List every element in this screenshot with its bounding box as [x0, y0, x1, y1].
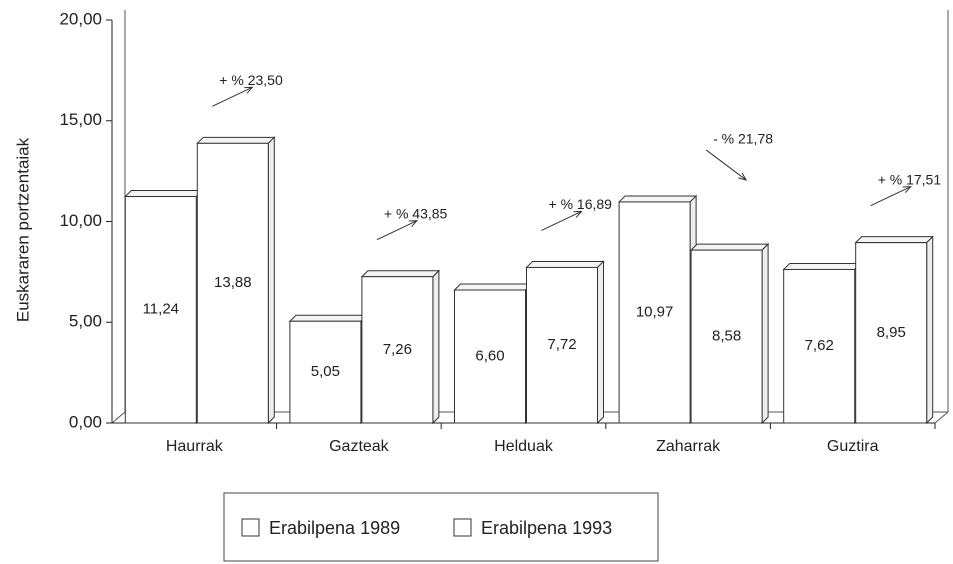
y-tick-label: 0,00	[69, 412, 102, 431]
bar	[526, 266, 598, 424]
annotation-arrowhead	[902, 186, 912, 193]
x-tick-label: Helduak	[494, 438, 554, 455]
y-tick-label: 15,00	[59, 110, 102, 129]
annotation-arrowhead	[738, 172, 748, 181]
bar	[855, 242, 928, 424]
value-label: 10,97	[636, 303, 674, 320]
bar	[783, 268, 856, 424]
bar-top	[360, 270, 441, 278]
bar-top	[525, 260, 605, 268]
value-label: 7,62	[805, 337, 834, 354]
bar-top	[124, 190, 204, 198]
legend-label: Erabilpena 1989	[269, 518, 400, 538]
y-axis-label: Euskararen portzentaiak	[13, 137, 32, 322]
x-tick-label: Haurrak	[166, 438, 224, 455]
legend-swatch	[453, 518, 472, 537]
floor-right-edge	[934, 411, 949, 424]
x-tick-label: Guztira	[827, 438, 879, 455]
annotation-arrow	[870, 186, 911, 207]
bar	[618, 201, 691, 424]
annotation-arrow	[541, 210, 582, 231]
bar-top	[453, 283, 533, 291]
x-tick-label: Zaharrak	[656, 438, 721, 455]
bar-side	[926, 235, 934, 425]
bar	[690, 249, 763, 424]
value-label: 7,72	[547, 336, 576, 353]
bar-side	[267, 136, 275, 425]
legend	[223, 492, 659, 562]
annotation-arrowhead	[244, 86, 254, 94]
bar	[124, 196, 197, 424]
legend-swatch	[241, 518, 260, 537]
value-label: 8,58	[712, 328, 741, 345]
annotation: + % 17,51	[878, 171, 942, 187]
value-label: 11,24	[143, 301, 179, 318]
bar-top	[617, 195, 698, 203]
value-label: 6,60	[475, 347, 504, 364]
value-label: 13,88	[214, 274, 252, 291]
annotation: + % 43,85	[384, 205, 448, 221]
legend-label: Erabilpena 1993	[481, 518, 612, 538]
x-tick-label: Gazteak	[329, 438, 390, 455]
bar-top	[782, 262, 862, 270]
bar-top	[196, 136, 276, 144]
annotation: + % 23,50	[219, 72, 283, 88]
bar	[289, 320, 362, 424]
bar	[196, 142, 269, 424]
y-tick-label: 20,00	[59, 9, 102, 28]
bar	[361, 276, 434, 424]
bar-side	[761, 242, 769, 425]
annotation: - % 21,78	[713, 131, 773, 147]
annotation-arrow	[705, 149, 747, 181]
y-tick-label: 5,00	[69, 312, 102, 331]
value-label: 8,95	[877, 324, 906, 341]
bar-top	[689, 243, 770, 251]
bar	[454, 289, 526, 424]
annotation-arrowhead	[573, 210, 583, 218]
bar-top	[854, 236, 934, 244]
value-label: 7,26	[383, 341, 412, 358]
bar-top	[288, 314, 369, 322]
floor-left-edge	[111, 411, 126, 424]
value-label: 5,05	[311, 363, 340, 380]
bar-side	[597, 260, 604, 425]
annotation-arrowhead	[408, 220, 419, 228]
annotation-arrow	[376, 220, 418, 241]
annotation-arrow	[212, 86, 253, 107]
annotation: + % 16,89	[549, 196, 613, 212]
bar-side	[432, 269, 440, 425]
y-tick-label: 10,00	[59, 211, 102, 230]
